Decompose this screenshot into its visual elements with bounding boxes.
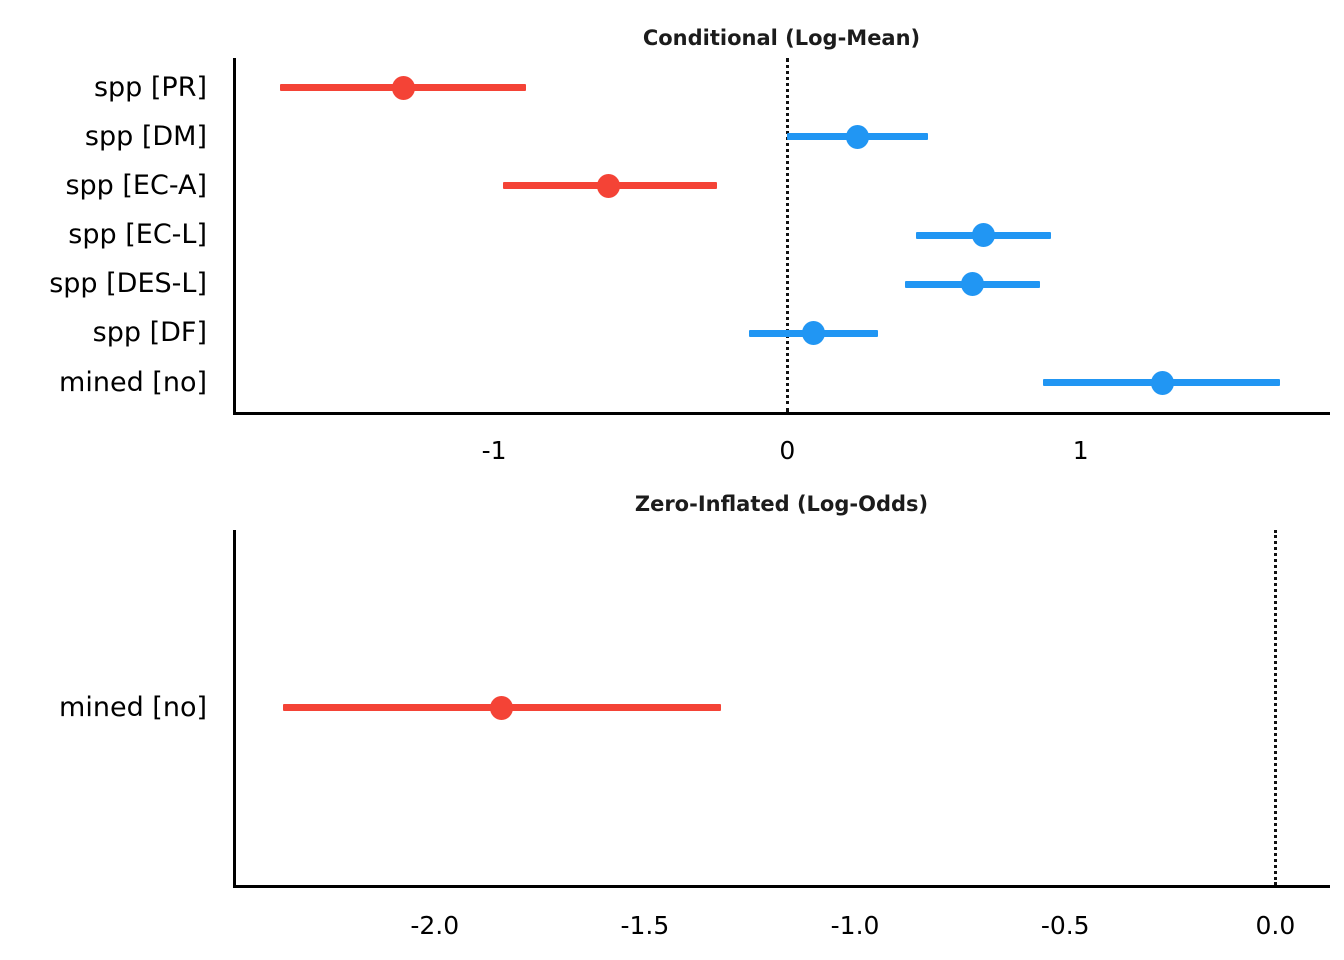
point-estimate (1151, 370, 1175, 395)
y-axis-label: spp [EC-L] (68, 219, 207, 250)
y-axis-label: spp [PR] (93, 71, 207, 103)
y-axis-label: spp [DES-L] (49, 268, 207, 300)
x-tick-label: -1 (481, 436, 507, 465)
point-estimate (960, 272, 984, 297)
y-axis-label: spp [DM] (84, 120, 207, 152)
x-tick-label: 1 (1072, 436, 1089, 465)
x-tick-label: -1.5 (620, 911, 670, 940)
y-axis-label: mined [no] (59, 691, 207, 723)
zero-reference-line (1273, 530, 1277, 885)
x-tick-label: 0.0 (1255, 911, 1296, 940)
point-estimate (972, 223, 996, 247)
x-tick-label: -0.5 (1040, 911, 1090, 940)
point-estimate (391, 75, 415, 100)
panel-title-zero-inflated: Zero-Inflated (Log-Odds) (634, 492, 929, 516)
y-axis-label: spp [DF] (92, 317, 207, 349)
x-tick-label: -2.0 (410, 911, 460, 940)
point-estimate (846, 124, 870, 149)
point-estimate (596, 173, 620, 198)
point-estimate (490, 695, 514, 720)
y-axis-label: mined [no] (59, 366, 207, 398)
zero-reference-line (785, 58, 789, 412)
panel-title-conditional: Conditional (Log-Mean) (642, 26, 921, 50)
x-tick-label: 0 (779, 436, 796, 465)
point-estimate (802, 321, 826, 346)
plot-area-zero-inflated (233, 530, 1330, 888)
plot-area-conditional (233, 58, 1330, 415)
x-tick-label: -1.0 (830, 911, 880, 940)
y-axis-label: spp [EC-A] (65, 169, 207, 201)
